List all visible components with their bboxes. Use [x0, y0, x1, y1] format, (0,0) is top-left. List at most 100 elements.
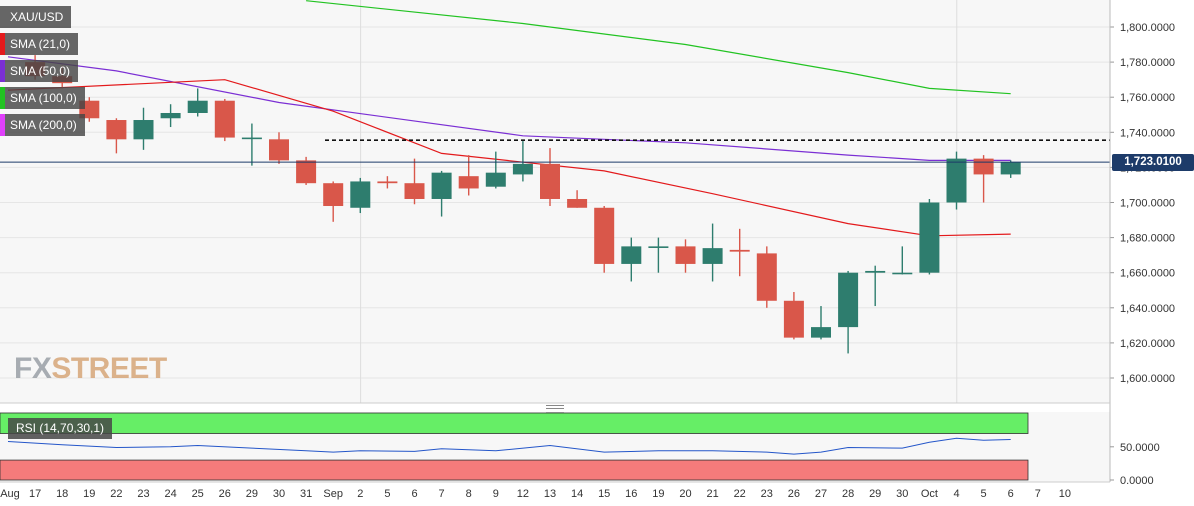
x-tick-label: 23: [137, 488, 149, 500]
x-tick-label: Sep: [323, 488, 343, 500]
y-tick-label: 1,600.0000: [1120, 373, 1175, 385]
legend-swatch-sma-50: [0, 60, 5, 82]
y-tick-label: 1,760.0000: [1120, 92, 1175, 104]
candle-body-up: [350, 181, 371, 208]
x-tick-label: 15: [598, 488, 610, 500]
candle-body-down: [756, 253, 777, 301]
rsi-panel: [0, 412, 1029, 481]
x-tick-label: 12: [517, 488, 529, 500]
x-tick-label: 26: [788, 488, 800, 500]
x-tick-label: 10: [1059, 488, 1071, 500]
x-tick-label: 29: [869, 488, 881, 500]
x-tick-label: 22: [734, 488, 746, 500]
x-tick-label: 13: [544, 488, 556, 500]
legend-label-sma-50: SMA (50,0): [10, 64, 71, 78]
x-tick-label: 6: [1008, 488, 1014, 500]
legend-sma-50[interactable]: SMA (50,0): [0, 60, 79, 82]
x-tick-label: 19: [83, 488, 95, 500]
sma-50-line: [7, 56, 1011, 161]
sma-100-line: [306, 0, 1011, 95]
x-tick-label: 7: [439, 488, 445, 500]
y-tick-label: 1,700.0000: [1120, 198, 1175, 210]
candle-body-down: [377, 181, 398, 184]
legend-sma-21[interactable]: SMA (21,0): [0, 33, 79, 55]
x-tick-label: Aug: [0, 488, 20, 500]
candle-body-up: [811, 327, 831, 338]
watermark-street: STREET: [51, 352, 167, 385]
candle-body-up: [431, 172, 452, 199]
x-tick-label: 29: [246, 488, 258, 500]
candle-body-up: [892, 272, 913, 275]
x-tick-label: 2: [357, 488, 363, 500]
candle-body-up: [838, 272, 859, 328]
candle-body-down: [567, 198, 588, 208]
x-tick-label: 14: [571, 488, 583, 500]
candle-body-down: [296, 160, 317, 184]
rsi-overbought-zone: [0, 412, 1029, 434]
current-price-tag: 1,723.0100: [1112, 154, 1194, 171]
x-tick-label: 4: [953, 488, 959, 500]
x-tick-label: 30: [273, 488, 285, 500]
candle-body-down: [729, 249, 750, 252]
y-tick-label: 1,740.0000: [1120, 127, 1175, 139]
legend-swatch-sma-21: [0, 33, 5, 55]
symbol-label: XAU/USD: [0, 6, 72, 28]
x-tick-label: 22: [110, 488, 122, 500]
candle-body-down: [404, 183, 425, 199]
main-plot-area: [0, 0, 1110, 403]
rsi-y-tick-label: 50.0000: [1120, 442, 1160, 454]
x-tick-label: 8: [466, 488, 472, 500]
x-tick-label: 31: [300, 488, 312, 500]
legend-swatch-sma-200: [0, 114, 5, 136]
candle-body-up: [919, 202, 940, 273]
candle-body-up: [485, 172, 506, 187]
legend-sma-100[interactable]: SMA (100,0): [0, 87, 85, 109]
legend-label-sma-21: SMA (21,0): [10, 37, 71, 51]
x-tick-label: 30: [896, 488, 908, 500]
y-tick-label: 1,620.0000: [1120, 338, 1175, 350]
y-tick-label: 1,780.0000: [1120, 57, 1175, 69]
candle-body-up: [946, 158, 967, 203]
rsi-indicator-label[interactable]: RSI (14,70,30,1): [8, 418, 113, 439]
x-tick-label: 5: [981, 488, 987, 500]
candle-body-up: [512, 163, 533, 175]
axis-labels: 1,800.0000 1,780.0000 1,760.0000 1,740.0000…: [0, 0, 1175, 500]
x-tick-label: 7: [1035, 488, 1041, 500]
legend-swatch-sma-100: [0, 87, 5, 109]
candle-body-down: [214, 100, 235, 138]
candle-body-up: [702, 248, 723, 264]
watermark-fx: FX: [14, 352, 52, 385]
legend-label-sma-100: SMA (100,0): [10, 91, 77, 105]
x-tick-label: 19: [652, 488, 664, 500]
x-tick-label: 25: [192, 488, 204, 500]
candle-body-up: [865, 270, 886, 273]
x-tick-label: 28: [842, 488, 854, 500]
rsi-oversold-zone: [0, 459, 1029, 481]
x-tick-label: 17: [29, 488, 41, 500]
y-tick-label: 1,640.0000: [1120, 303, 1175, 315]
x-tick-label: 23: [761, 488, 773, 500]
rsi-y-tick-label: 0.0000: [1120, 475, 1154, 487]
x-tick-label: 18: [56, 488, 68, 500]
candle-body-up: [1000, 162, 1021, 175]
y-tick-label: 1,800.0000: [1120, 22, 1175, 34]
candle-body-up: [621, 246, 642, 264]
x-tick-label: 26: [219, 488, 231, 500]
x-tick-label: 24: [164, 488, 176, 500]
x-tick-label: 6: [411, 488, 417, 500]
x-tick-label: 20: [679, 488, 691, 500]
candle-body-down: [540, 163, 560, 199]
candle-body-down: [323, 183, 344, 207]
sma-lines: [7, 0, 1011, 237]
candle-body-up: [133, 120, 154, 140]
legend-label-sma-200: SMA (200,0): [10, 118, 77, 132]
pane-resize-handle[interactable]: [546, 405, 564, 413]
legend-sma-200[interactable]: SMA (200,0): [0, 114, 85, 136]
x-tick-label: 21: [706, 488, 718, 500]
x-tick-label: 9: [493, 488, 499, 500]
y-tick-label: 1,660.0000: [1120, 268, 1175, 280]
candle-body-down: [783, 300, 804, 338]
rsi-line: [7, 437, 1011, 455]
candle-body-down: [675, 246, 696, 264]
